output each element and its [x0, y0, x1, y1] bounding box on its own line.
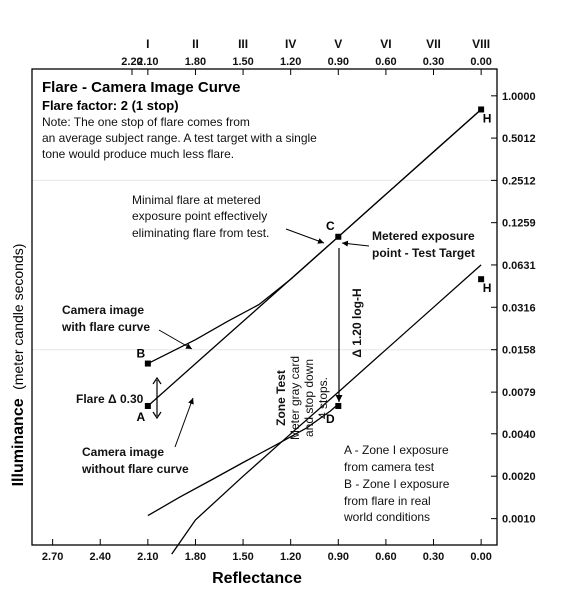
right-tick-label: 0.5012 — [502, 133, 536, 145]
legend-a-1: A - Zone I exposure — [344, 443, 449, 457]
note-line-3: tone would produce much less flare. — [42, 147, 234, 161]
annotation-metered-2: point - Test Target — [372, 246, 475, 260]
bottom-tick-label: 2.70 — [42, 551, 63, 563]
points-layer: A B C D H H — [137, 106, 492, 426]
legend-b-2: from flare in real — [344, 494, 431, 508]
top-tick-label: 1.20 — [280, 56, 301, 68]
legend-b-1: B - Zone I exposure — [344, 477, 450, 491]
data-point-d — [335, 402, 342, 409]
chart-subtitle: Flare factor: 2 (1 stop) — [42, 98, 179, 113]
point-label-d: D — [326, 412, 335, 426]
annotation-with-flare-1: Camera image — [62, 303, 144, 317]
arrow-with-flare — [158, 329, 193, 350]
top-tick-label: 1.80 — [185, 56, 206, 68]
zone-label: V — [334, 37, 342, 51]
arrow-minimal-flare — [285, 228, 325, 244]
top-tick-label: 0.90 — [328, 56, 349, 68]
right-tick-label: 0.0158 — [502, 345, 536, 357]
zone-label: VI — [380, 37, 391, 51]
top-tick-label: 2.20 — [121, 56, 142, 68]
top-tick-label: 2.10 — [137, 56, 158, 68]
bottom-tick-label: 1.50 — [232, 551, 253, 563]
y-axis-title-unit: (meter candle seconds) — [10, 244, 26, 390]
data-point-b — [144, 360, 151, 367]
bottom-tick-label: 1.80 — [185, 551, 206, 563]
note-line-1: Note: The one stop of flare comes from — [42, 115, 250, 129]
right-tick-label: 0.0040 — [502, 429, 536, 441]
point-label-c: C — [326, 219, 335, 233]
point-label-a: A — [137, 410, 146, 424]
data-point-h — [478, 106, 485, 113]
top-tick-label: 1.50 — [232, 56, 253, 68]
ticks-layer: 2.70 2.40 2.10 1.80 1.50 1.20 0.90 0.60 0.30 0.00… — [42, 37, 536, 563]
zone-label: III — [238, 37, 248, 51]
right-tick-label: 0.1259 — [502, 218, 536, 230]
series-line-1 — [147, 403, 339, 517]
right-tick-label: 0.0079 — [502, 387, 536, 399]
bracket-flare-delta-top — [152, 376, 162, 385]
annotation-with-flare-2: with flare curve — [61, 320, 150, 334]
top-tick-label: 0.00 — [470, 56, 491, 68]
zone-test-body-2: and stop down — [302, 359, 316, 437]
annotation-delta-logh: Δ 1.20 log-H — [350, 288, 364, 357]
data-point-h — [478, 276, 485, 283]
top-tick-label: 0.60 — [375, 56, 396, 68]
data-point-a — [144, 402, 151, 409]
series-line-0 — [171, 264, 482, 555]
note-line-2: an average subject range. A test target … — [42, 131, 317, 145]
bottom-tick-label: 2.10 — [137, 551, 158, 563]
right-tick-label: 0.0631 — [502, 260, 536, 272]
arrow-without-flare — [174, 397, 194, 448]
bottom-tick-label: 2.40 — [90, 551, 111, 563]
top-tick-label: 0.30 — [423, 56, 444, 68]
bottom-tick-label: 0.00 — [470, 551, 491, 563]
zone-label: II — [192, 37, 199, 51]
annotation-without-flare-2: without flare curve — [81, 462, 189, 476]
data-point-c — [335, 233, 342, 240]
right-tick-label: 0.0010 — [502, 514, 536, 526]
zone-label: VIII — [472, 37, 490, 51]
zone-test-title: Zone Test — [274, 370, 288, 426]
right-tick-label: 0.2512 — [502, 175, 536, 187]
point-label-b: B — [137, 347, 146, 361]
arrow-metered — [341, 240, 370, 247]
point-label-h: H — [483, 281, 492, 295]
bottom-tick-label: 0.90 — [328, 551, 349, 563]
right-tick-label: 0.0020 — [502, 471, 536, 483]
annotation-minimal-flare-3: eliminating flare from test. — [132, 226, 269, 240]
right-tick-label: 0.0316 — [502, 302, 536, 314]
bracket-flare-delta-bottom — [152, 411, 162, 420]
y-axis-title: Illuminance (meter candle seconds) — [10, 244, 27, 487]
right-tick-label: 1.0000 — [502, 91, 536, 103]
zone-label: VII — [426, 37, 441, 51]
annotation-metered-1: Metered exposure — [372, 229, 475, 243]
x-axis-title: Reflectance — [212, 570, 302, 587]
bottom-tick-label: 0.30 — [423, 551, 444, 563]
bottom-tick-label: 0.60 — [375, 551, 396, 563]
point-label-h: H — [483, 111, 492, 125]
y-axis-title-main: Illuminance — [10, 398, 27, 486]
annotation-minimal-flare-2: exposure point effectively — [132, 209, 267, 223]
series-layer — [147, 109, 482, 555]
zone-test-body-1: Meter gray card — [288, 356, 302, 440]
annotation-minimal-flare-1: Minimal flare at metered — [132, 193, 261, 207]
annotation-flare-delta: Flare Δ 0.30 — [76, 392, 144, 406]
chart-title: Flare - Camera Image Curve — [42, 79, 240, 96]
zone-test-body-3: 4 stops. — [316, 377, 330, 419]
zone-label: IV — [285, 37, 296, 51]
annotation-without-flare-1: Camera image — [82, 445, 164, 459]
zone-label: I — [146, 37, 149, 51]
legend-b-3: world conditions — [343, 510, 430, 524]
bottom-tick-label: 1.20 — [280, 551, 301, 563]
series-line-3 — [147, 109, 482, 365]
legend-a-2: from camera test — [344, 460, 435, 474]
grid-layer — [32, 179, 497, 351]
